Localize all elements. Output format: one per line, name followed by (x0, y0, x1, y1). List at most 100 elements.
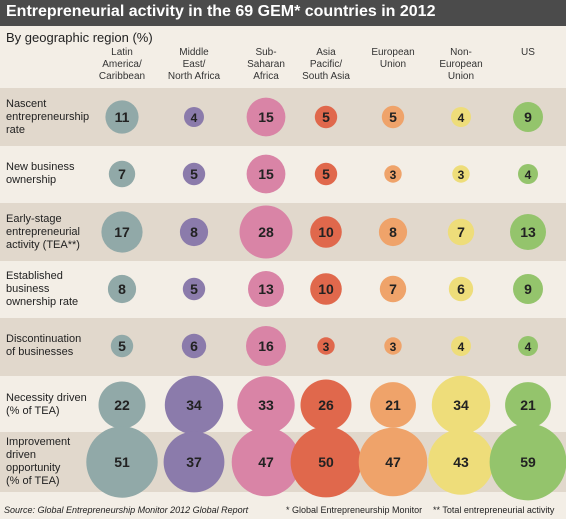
region-header-line: North Africa (167, 71, 221, 82)
bubble (86, 426, 158, 498)
bubble-value-label: 4 (525, 168, 532, 182)
bubble (181, 333, 207, 359)
bubble-value-label: 6 (457, 281, 465, 297)
bubble-value-label: 5 (118, 338, 126, 354)
row-label: Nascent entrepreneurship rate (6, 98, 98, 137)
bubble-value-label: 50 (318, 454, 334, 470)
row-label-line: Early-stage (6, 213, 62, 225)
region-header: Latin America/Caribbean (87, 47, 157, 83)
bubble-value-label: 10 (318, 224, 334, 240)
bubble (384, 165, 402, 183)
bubble (182, 277, 206, 301)
region-header-line: Middle (179, 47, 209, 58)
bubble (381, 105, 405, 129)
row-label-line: opportunity (6, 462, 61, 474)
bubble-value-label: 37 (186, 454, 202, 470)
region-header-line: Saharan (247, 59, 285, 70)
bubble (378, 217, 408, 247)
region-header-line: Asia (316, 47, 336, 58)
row-label-line: entrepreneurial (6, 226, 80, 238)
row-label-line: New business (6, 161, 75, 173)
bubble-value-label: 21 (385, 397, 401, 413)
bubble-value-label: 21 (520, 397, 536, 413)
title-bar: Entrepreneurial activity in the 69 GEM* … (0, 0, 566, 26)
bubble (163, 431, 225, 493)
bubble (239, 205, 293, 259)
bubble-value-label: 3 (458, 168, 465, 182)
bubble (317, 337, 335, 355)
bubble (451, 107, 471, 127)
bubble (182, 162, 206, 186)
row-label-line: entrepreneurship (6, 111, 90, 123)
row-label-line: driven (6, 449, 36, 461)
bubble (513, 102, 543, 132)
bubble-value-label: 34 (186, 397, 202, 413)
region-header-line: Caribbean (98, 71, 146, 82)
bubble-value-label: 8 (118, 281, 126, 297)
footer-note-gem: * Global Entrepreneurship Monitor (286, 505, 423, 515)
bubble (300, 379, 352, 431)
footer-note-tea: ** Total entrepreneurial activity (433, 505, 555, 515)
bubble (314, 162, 338, 186)
region-header: Non- European Union (426, 47, 496, 83)
bubble (231, 427, 301, 497)
bubble-value-label: 9 (524, 281, 532, 297)
region-header-line: Africa (253, 71, 279, 82)
bubble-value-label: 15 (258, 109, 274, 125)
bubble-value-label: 7 (118, 166, 126, 182)
row-label: Necessity driven (% of TEA) (6, 392, 98, 418)
row-label-line: Necessity driven (6, 392, 87, 404)
bubble-value-label: 33 (258, 397, 274, 413)
row-label-line: ownership (6, 174, 57, 186)
bubble-value-label: 3 (323, 340, 330, 354)
bubble-value-label: 28 (258, 224, 274, 240)
bubble-value-label: 5 (190, 166, 198, 182)
bubble-value-label: 4 (525, 340, 532, 354)
bubble (107, 274, 137, 304)
bubble (101, 211, 143, 253)
bubble (451, 336, 471, 356)
region-header-line: Latin (111, 47, 133, 58)
bubble (370, 382, 416, 428)
region-header-line: Sub- (255, 47, 277, 58)
chart-subtitle: By geographic region (%) (6, 30, 153, 45)
row-label: Discontinuation of businesses (6, 333, 98, 359)
bubble-value-label: 7 (389, 281, 397, 297)
row-label: New business ownership (6, 161, 98, 187)
row-label-line: of businesses (6, 346, 74, 358)
bubble (379, 275, 407, 303)
region-header: Middle East/North Africa (159, 47, 229, 83)
bubble-value-label: 4 (458, 111, 465, 125)
bubble-value-label: 47 (385, 454, 401, 470)
bubble (179, 217, 209, 247)
row-label-line: rate (6, 124, 25, 136)
bubble-value-label: 34 (453, 397, 469, 413)
region-header-line: East/ (182, 59, 206, 70)
bubble (184, 107, 204, 127)
bubble-value-label: 15 (258, 166, 274, 182)
region-header-line: Union (447, 71, 475, 82)
bubble-value-label: 3 (390, 340, 397, 354)
bubble (98, 381, 146, 429)
bubble-value-label: 8 (389, 224, 397, 240)
bubble (505, 382, 551, 428)
region-header: European Union (358, 47, 428, 71)
bubble-value-label: 13 (520, 224, 536, 240)
bubble (246, 97, 286, 137)
bubble (314, 105, 338, 129)
bubble-value-label: 13 (258, 281, 274, 297)
region-header-line: Pacific/ (309, 59, 343, 70)
region-header-line: America/ (102, 59, 142, 70)
region-header-line: South Asia (302, 71, 350, 82)
bubble-value-label: 17 (114, 224, 130, 240)
bubble (452, 165, 470, 183)
bubble-value-label: 11 (115, 109, 130, 125)
row-label-line: Discontinuation (6, 333, 82, 345)
bubble-value-label: 4 (191, 111, 198, 125)
bubble (246, 326, 286, 366)
footer-source: Source: Global Entrepreneurship Monitor … (4, 505, 249, 515)
bubble (358, 427, 428, 497)
row-label-line: ownership rate (6, 296, 79, 308)
region-header: US (493, 47, 563, 59)
